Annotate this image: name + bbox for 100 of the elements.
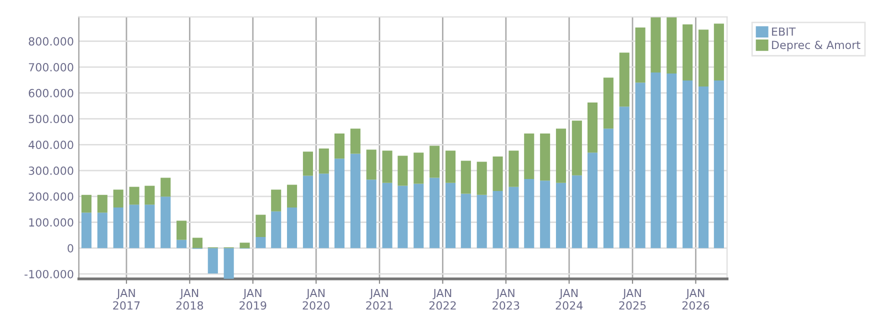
y-tick-label: 200.000 <box>28 192 74 201</box>
y-tick-label: 600.000 <box>28 88 74 98</box>
bar <box>97 194 108 213</box>
bar <box>113 208 124 248</box>
x-tick-label: JAN 2025 <box>619 288 646 310</box>
bar <box>382 150 392 183</box>
bar <box>540 180 550 248</box>
y-tick-label: 0 <box>68 244 74 252</box>
bar <box>224 248 234 279</box>
bar <box>302 152 313 176</box>
bar <box>540 134 550 181</box>
x-tick-label: JAN 2022 <box>429 288 456 310</box>
x-tick-label: JAN 2024 <box>556 288 583 310</box>
bar <box>414 184 424 248</box>
bar <box>698 86 709 248</box>
bar <box>113 190 124 208</box>
x-tick-label: JAN 2019 <box>240 288 266 310</box>
bar <box>81 212 92 248</box>
bar <box>524 179 534 248</box>
bar <box>714 24 724 81</box>
x-tick-label: JAN 2021 <box>366 288 393 310</box>
bar <box>271 190 282 212</box>
bar <box>682 24 693 81</box>
bar <box>398 156 408 186</box>
bar <box>666 74 677 248</box>
bar <box>382 182 392 248</box>
bar <box>445 182 456 248</box>
bar <box>619 52 630 107</box>
bar <box>682 80 693 248</box>
bar <box>160 196 171 248</box>
bar <box>398 186 408 248</box>
y-tick-label: 700.000 <box>28 63 74 72</box>
bar <box>492 190 503 248</box>
bar <box>556 128 566 183</box>
bar <box>445 150 456 183</box>
bar <box>271 211 282 248</box>
bar <box>587 102 598 153</box>
y-tick-label: 400.000 <box>28 140 74 150</box>
bar <box>476 194 487 248</box>
bar <box>318 174 329 248</box>
bar <box>350 154 360 248</box>
y-tick-label: 800.000 <box>28 37 74 46</box>
bar <box>302 176 313 248</box>
bar <box>619 106 630 248</box>
bar <box>460 194 471 248</box>
x-tick-label: JAN 2023 <box>492 288 520 310</box>
bar <box>476 162 487 195</box>
bar <box>144 204 155 248</box>
bar <box>334 134 345 159</box>
bar <box>256 214 266 237</box>
bar <box>524 134 534 180</box>
bar <box>160 178 171 197</box>
bar <box>287 184 298 208</box>
bar <box>666 17 677 74</box>
y-tick-label: 500.000 <box>28 114 74 124</box>
bar <box>334 158 345 248</box>
bar <box>603 78 614 129</box>
legend-label: EBIT <box>772 28 796 36</box>
x-tick-label: JAN 2026 <box>682 288 710 310</box>
bar <box>414 152 424 184</box>
bar <box>556 182 566 248</box>
y-tick-label: 300.000 <box>28 166 74 175</box>
bar <box>176 240 187 248</box>
bar <box>603 128 614 248</box>
bar <box>129 186 140 205</box>
bar <box>256 236 266 248</box>
bar <box>635 28 646 83</box>
bar <box>240 242 250 248</box>
legend-label: Deprec & Amort <box>772 40 860 52</box>
y-tick-label: -100.000 <box>24 270 74 278</box>
x-tick-label: JAN 2018 <box>176 288 204 310</box>
bar <box>366 150 376 180</box>
bar <box>714 80 724 248</box>
bar <box>366 180 376 248</box>
bar <box>430 178 440 248</box>
x-tick-label: JAN 2020 <box>302 288 330 310</box>
bar <box>81 194 92 213</box>
y-tick-label: 100.000 <box>29 218 74 227</box>
bar <box>350 128 360 154</box>
bar <box>698 30 709 86</box>
bar <box>587 152 598 248</box>
bar <box>287 208 298 248</box>
bar <box>508 150 519 187</box>
bar <box>192 238 202 248</box>
bar <box>508 186 519 248</box>
bar <box>144 186 155 205</box>
x-tick-label: JAN 2017 <box>113 288 140 310</box>
bar <box>176 220 187 240</box>
bar <box>650 17 661 73</box>
bar <box>635 82 646 248</box>
bar <box>97 212 108 248</box>
bar <box>572 175 582 248</box>
bar <box>460 160 471 194</box>
bar <box>572 120 582 176</box>
bar <box>430 146 440 178</box>
bar <box>492 156 503 191</box>
bar <box>650 72 661 248</box>
bar <box>208 248 218 274</box>
bar <box>318 148 329 174</box>
bar <box>129 204 140 248</box>
